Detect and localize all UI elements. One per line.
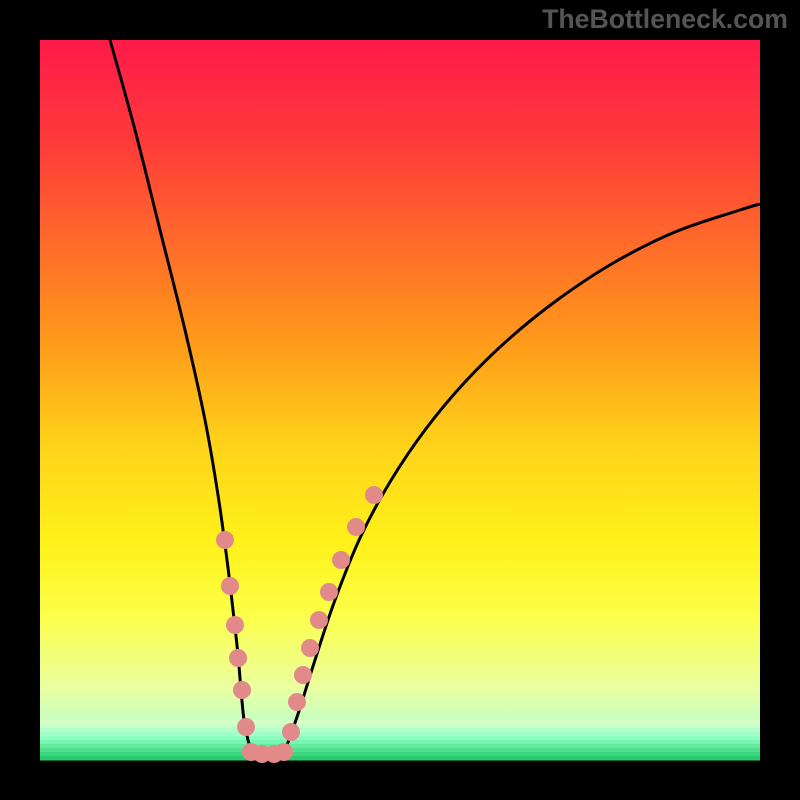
data-marker: [221, 577, 239, 595]
plot-background: [40, 40, 760, 760]
green-stripe: [40, 736, 760, 741]
data-marker: [320, 583, 338, 601]
data-marker: [288, 693, 306, 711]
watermark-text: TheBottleneck.com: [542, 4, 788, 35]
green-stripe: [40, 756, 760, 761]
green-stripe: [40, 744, 760, 749]
green-stripe: [40, 720, 760, 725]
data-marker: [310, 611, 328, 629]
green-stripe: [40, 752, 760, 757]
data-marker: [275, 743, 293, 761]
green-stripe: [40, 732, 760, 737]
green-stripe: [40, 728, 760, 733]
data-marker: [332, 551, 350, 569]
data-marker: [237, 718, 255, 736]
data-marker: [282, 723, 300, 741]
data-marker: [294, 666, 312, 684]
data-marker: [216, 531, 234, 549]
data-marker: [233, 681, 251, 699]
data-marker: [229, 649, 247, 667]
green-stripe: [40, 748, 760, 753]
chart-frame: TheBottleneck.com: [0, 0, 800, 800]
data-marker: [226, 616, 244, 634]
data-marker: [301, 639, 319, 657]
green-stripe: [40, 740, 760, 745]
data-marker: [347, 518, 365, 536]
chart-svg: [0, 0, 800, 800]
green-stripe: [40, 724, 760, 729]
data-marker: [365, 486, 383, 504]
